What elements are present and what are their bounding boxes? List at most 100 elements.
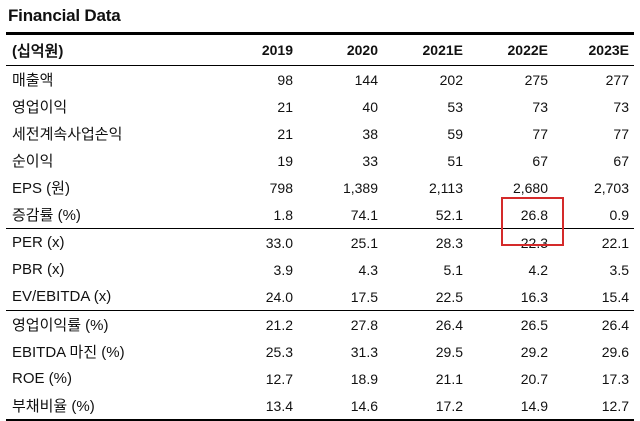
- row-label: EBITDA 마진 (%): [12, 344, 125, 361]
- row-label: 증감률 (%): [12, 207, 81, 224]
- cell: 52.1: [435, 206, 463, 223]
- cell: 18.9: [350, 370, 378, 387]
- table-row: EPS (원) 798 1,389 2,113 2,680 2,703: [6, 174, 634, 201]
- row-label: ROE (%): [12, 370, 72, 387]
- cell: 67: [613, 152, 629, 169]
- cell: 29.2: [520, 343, 548, 360]
- cell: 25.1: [350, 234, 378, 251]
- cell: 21: [277, 98, 293, 115]
- cell: 98: [277, 71, 293, 88]
- cell: 21: [277, 125, 293, 142]
- table-row: PER (x) 33.0 25.1 28.3 22.3 22.1: [6, 228, 634, 256]
- cell: 38: [362, 125, 378, 142]
- row-label: 부채비율 (%): [12, 398, 95, 415]
- table-row: 영업이익 21 40 53 73 73: [6, 93, 634, 120]
- cell: 74.1: [350, 206, 378, 223]
- cell: 1,389: [342, 179, 378, 196]
- table-header: (십억원) 2019 2020 2021E 2022E 2023E: [6, 35, 634, 66]
- table-row: ROE (%) 12.7 18.9 21.1 20.7 17.3: [6, 365, 634, 392]
- cell: 21.2: [265, 316, 293, 333]
- cell: 2,113: [429, 179, 463, 196]
- cell: 51: [447, 152, 463, 169]
- cell: 73: [613, 98, 629, 115]
- row-label: PBR (x): [12, 261, 65, 278]
- table-row: EBITDA 마진 (%) 25.3 31.3 29.5 29.2 29.6: [6, 338, 634, 365]
- cell: 27.8: [350, 316, 378, 333]
- row-label: 영업이익률 (%): [12, 317, 109, 334]
- row-label: EPS (원): [12, 180, 70, 197]
- col-header-2023e: 2023E: [588, 42, 629, 58]
- cell: 28.3: [435, 234, 463, 251]
- cell: 59: [447, 125, 463, 142]
- table-row: 증감률 (%) 1.8 74.1 52.1 26.8 0.9: [6, 201, 634, 228]
- cell: 31.3: [350, 343, 378, 360]
- financial-table: (십억원) 2019 2020 2021E 2022E 2023E 매출액 98…: [6, 32, 634, 421]
- row-label: 매출액: [12, 72, 54, 89]
- cell: 15.4: [601, 288, 629, 305]
- cell: 0.9: [609, 206, 629, 223]
- cell: 4.2: [528, 261, 548, 278]
- cell: 275: [524, 71, 548, 88]
- cell: 26.5: [520, 316, 548, 333]
- cell: 26.8: [520, 206, 548, 223]
- cell: 25.3: [265, 343, 293, 360]
- cell: 2,703: [593, 179, 629, 196]
- row-label: 순이익: [12, 153, 54, 170]
- cell: 3.9: [273, 261, 293, 278]
- cell: 4.3: [358, 261, 378, 278]
- cell: 33.0: [265, 234, 293, 251]
- row-label: 세전계속사업손익: [12, 126, 123, 143]
- table-row: PBR (x) 3.9 4.3 5.1 4.2 3.5: [6, 256, 634, 283]
- table-row: EV/EBITDA (x) 24.0 17.5 22.5 16.3 15.4: [6, 283, 634, 310]
- cell: 77: [613, 125, 629, 142]
- cell: 22.5: [435, 288, 463, 305]
- cell: 144: [354, 71, 378, 88]
- table-row: 매출액 98 144 202 275 277: [6, 66, 634, 93]
- table-row: 세전계속사업손익 21 38 59 77 77: [6, 120, 634, 147]
- cell: 12.7: [601, 397, 629, 414]
- cell: 19: [277, 152, 293, 169]
- col-header-2020: 2020: [346, 42, 378, 58]
- row-label: EV/EBITDA (x): [12, 288, 112, 305]
- table-title: Financial Data: [8, 6, 121, 25]
- cell: 16.3: [520, 288, 548, 305]
- cell: 17.3: [601, 370, 629, 387]
- cell: 14.6: [350, 397, 378, 414]
- cell: 67: [532, 152, 548, 169]
- cell: 2,680: [512, 179, 548, 196]
- unit-header: (십억원): [12, 42, 64, 60]
- cell: 21.1: [435, 370, 463, 387]
- cell: 5.1: [443, 261, 463, 278]
- cell: 22.3: [520, 234, 548, 251]
- cell: 17.5: [350, 288, 378, 305]
- cell: 14.9: [520, 397, 548, 414]
- table-top-rule: [6, 32, 634, 35]
- cell: 3.5: [609, 261, 629, 278]
- cell: 202: [439, 71, 463, 88]
- table-row: 부채비율 (%) 13.4 14.6 17.2 14.9 12.7: [6, 392, 634, 421]
- col-header-2022e: 2022E: [507, 42, 548, 58]
- cell: 77: [532, 125, 548, 142]
- cell: 33: [362, 152, 378, 169]
- cell: 17.2: [435, 397, 463, 414]
- cell: 22.1: [601, 234, 629, 251]
- cell: 26.4: [601, 316, 629, 333]
- col-header-2019: 2019: [261, 42, 293, 58]
- cell: 13.4: [265, 397, 293, 414]
- cell: 12.7: [265, 370, 293, 387]
- cell: 1.8: [273, 206, 293, 223]
- cell: 26.4: [435, 316, 463, 333]
- cell: 29.5: [435, 343, 463, 360]
- cell: 40: [362, 98, 378, 115]
- row-label: 영업이익: [12, 99, 68, 116]
- table-row: 순이익 19 33 51 67 67: [6, 147, 634, 174]
- cell: 24.0: [265, 288, 293, 305]
- cell: 53: [447, 98, 463, 115]
- cell: 73: [532, 98, 548, 115]
- cell: 798: [269, 179, 293, 196]
- table-row: 영업이익률 (%) 21.2 27.8 26.4 26.5 26.4: [6, 310, 634, 338]
- col-header-2021e: 2021E: [422, 42, 463, 58]
- cell: 20.7: [520, 370, 548, 387]
- cell: 277: [605, 71, 629, 88]
- cell: 29.6: [601, 343, 629, 360]
